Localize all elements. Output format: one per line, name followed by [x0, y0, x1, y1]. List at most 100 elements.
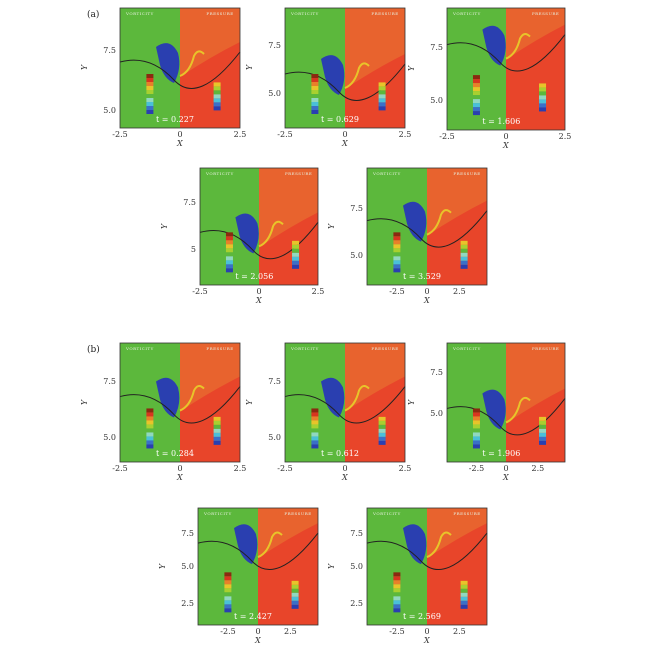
pressure-legend-swatch [460, 256, 468, 261]
pressure-upper-region [345, 343, 405, 412]
pressure-feature [426, 531, 452, 559]
x-tick-label: 2.5 [531, 464, 545, 473]
vorticity-legend-swatch [472, 103, 480, 108]
vorticity-legend-swatch [393, 256, 401, 261]
pressure-legend-swatch [378, 428, 386, 433]
vorticity-legend-swatch [472, 432, 480, 437]
pressure-legend-swatch [539, 440, 547, 445]
vortex-blob [235, 213, 259, 254]
vorticity-legend-swatch [393, 604, 401, 609]
x-tick-label: 2.5 [398, 130, 412, 139]
vorticity-legend-swatch [393, 252, 401, 257]
pressure-legend-swatch [539, 432, 547, 437]
vorticity-legend-swatch [393, 576, 401, 581]
vortex-blob [234, 524, 258, 565]
pressure-legend-swatch [378, 86, 386, 91]
y-axis-label: Y [407, 399, 417, 405]
pressure-legend-swatch [460, 592, 468, 597]
vorticity-legend-swatch [146, 74, 154, 78]
contour-plot [199, 167, 319, 286]
vorticity-legend-swatch [225, 252, 233, 257]
vortex-blob [321, 377, 345, 418]
vorticity-legend-swatch [311, 110, 319, 114]
pressure-legend-swatch [292, 264, 300, 269]
vorticity-legend-swatch [146, 110, 154, 114]
time-label: t = 0.612 [321, 449, 359, 458]
pressure-legend-swatch [460, 252, 468, 257]
pressure-feature [426, 209, 452, 236]
vorticity-legend-swatch [472, 416, 480, 421]
vorticity-header: VORTICITY [204, 511, 232, 516]
time-label: t = 2.056 [235, 272, 274, 281]
y-axis-label: Y [245, 64, 255, 71]
y-axis-label: Y [80, 64, 90, 71]
vorticity-legend-swatch [393, 248, 401, 253]
vorticity-legend-swatch [146, 86, 154, 90]
plot-frame [197, 507, 319, 626]
pressure-legend-swatch [539, 95, 547, 100]
pressure-feature [344, 62, 370, 89]
pressure-legend-swatch [378, 420, 386, 425]
vortex-blob [321, 55, 345, 95]
vorticity-header: VORTICITY [453, 346, 481, 351]
panel-a4: VORTICITY PRESSURE t = 2.056 -2.5 0 2.5 7.5 5 X Y [160, 167, 324, 305]
interface-line [284, 386, 406, 424]
y-tick-label: 7.5 [103, 377, 116, 387]
pressure-legend-swatch [378, 432, 386, 437]
vorticity-header: VORTICITY [373, 511, 401, 516]
pressure-feature [505, 396, 531, 424]
pressure-legend-swatch [213, 420, 221, 425]
vorticity-legend-swatch [224, 596, 232, 601]
pressure-upper-region [180, 8, 240, 77]
vorticity-legend-swatch [311, 444, 319, 449]
group-label-b: (b) [87, 345, 100, 355]
vorticity-legend-swatch [393, 572, 401, 577]
pressure-feature [179, 50, 205, 77]
plot-frame [119, 342, 241, 463]
vorticity-legend-swatch [146, 98, 154, 102]
pressure-legend-swatch [292, 248, 300, 253]
pressure-legend-swatch [539, 428, 547, 433]
pressure-legend-swatch [460, 248, 468, 253]
pressure-legend-swatch [460, 244, 468, 249]
vorticity-legend-swatch [225, 256, 233, 261]
vorticity-legend-swatch [472, 412, 480, 417]
pressure-legend-swatch [378, 102, 386, 107]
time-label: t = 1.906 [482, 449, 521, 458]
pressure-legend-swatch [539, 91, 547, 96]
pressure-legend-swatch [378, 416, 386, 421]
plot-frame [284, 7, 406, 129]
pressure-upper-region [427, 168, 487, 236]
time-label: t = 0.227 [156, 115, 194, 124]
y-tick-label: 7.5 [103, 46, 116, 56]
y-axis-label: Y [245, 399, 255, 405]
x-tick-label: 2.5 [233, 130, 247, 139]
vorticity-legend-swatch [225, 232, 233, 237]
vorticity-legend-swatch [224, 608, 232, 613]
vorticity-legend-swatch [311, 436, 319, 441]
pressure-legend-swatch [539, 420, 547, 425]
plot-frame [366, 167, 488, 286]
plot-frame [119, 7, 241, 129]
pressure-header: PRESSURE [284, 171, 313, 176]
x-tick-label: 0 [424, 287, 430, 296]
vorticity-legend-swatch [146, 436, 154, 441]
x-axis-label: X [424, 636, 430, 645]
x-tick-label: -2.5 [192, 287, 208, 296]
vorticity-legend-swatch [311, 420, 319, 425]
pressure-header: PRESSURE [531, 346, 560, 351]
vorticity-legend-swatch [393, 588, 401, 593]
plot-frame [199, 167, 319, 286]
pressure-legend-swatch [213, 94, 221, 99]
pressure-legend-swatch [291, 604, 299, 609]
vorticity-legend-swatch [311, 106, 319, 110]
x-tick-label: 0 [503, 132, 509, 141]
y-tick-label: 7.5 [430, 367, 443, 377]
panel-b5: VORTICITY PRESSURE t = 2.569 -2.5 0 2.5 7.5 5.0… [327, 507, 488, 645]
vorticity-legend-swatch [311, 90, 319, 94]
x-axis-label: X [256, 296, 262, 305]
vorticity-legend-swatch [225, 260, 233, 265]
pressure-legend-swatch [213, 432, 221, 437]
pressure-legend-swatch [460, 584, 468, 589]
panel-b2: VORTICITY PRESSURE t = 0.612 -2.5 0 2.5 7.5 5.0… [245, 342, 411, 482]
